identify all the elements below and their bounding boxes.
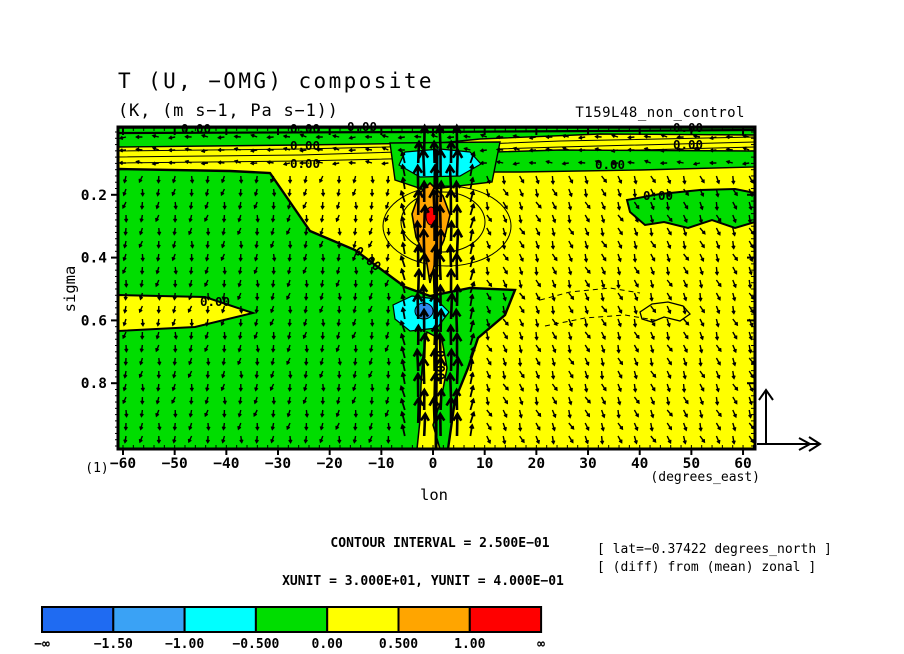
contour-plot-area: 0.00 0.00 0.000.000.000.000.000.000.000.00… — [116, 119, 757, 451]
colorbar: −∞ −1.50 −1.00 −0.500 0.00 0.500 1.00 ∞ — [34, 606, 545, 652]
svg-text:∞: ∞ — [537, 637, 545, 652]
svg-text:0: 0 — [429, 456, 438, 472]
svg-text:−30: −30 — [265, 456, 291, 472]
svg-text:−60: −60 — [110, 456, 136, 472]
diff-note: [ (diff) from (mean) zonal ] — [597, 560, 816, 575]
svg-text:0.6: 0.6 — [81, 313, 107, 329]
svg-text:−∞: −∞ — [34, 637, 50, 652]
svg-text:0.8: 0.8 — [81, 376, 107, 392]
svg-text:0.00: 0.00 — [312, 637, 343, 652]
x-axis-unit-label: (degrees_east) — [650, 470, 760, 485]
reference-vectors — [757, 388, 822, 452]
svg-text:40: 40 — [631, 456, 648, 472]
svg-text:50: 50 — [683, 456, 700, 472]
svg-text:0.00: 0.00 — [200, 294, 230, 309]
svg-text:1.00: 1.00 — [454, 637, 485, 652]
svg-text:−20: −20 — [317, 456, 343, 472]
svg-text:−0.500: −0.500 — [232, 637, 279, 652]
figure-subtitle: (K, (m s−1, Pa s−1)) — [118, 101, 339, 121]
x-axis-label: lon — [420, 486, 448, 504]
svg-text:0.00: 0.00 — [290, 138, 320, 153]
y-axis-label: sigma — [61, 266, 79, 313]
svg-text:−10: −10 — [368, 456, 394, 472]
svg-text:0.500: 0.500 — [379, 637, 418, 652]
y-axis-origin-label: (1) — [85, 461, 108, 476]
svg-text:30: 30 — [579, 456, 596, 472]
svg-text:0.4: 0.4 — [81, 251, 107, 267]
figure-title: T (U, −OMG) composite — [118, 69, 434, 93]
units-note: XUNIT = 3.000E+01, YUNIT = 4.000E−01 — [282, 574, 564, 589]
svg-text:0.2: 0.2 — [81, 188, 107, 204]
svg-text:20: 20 — [528, 456, 545, 472]
svg-text:−40: −40 — [213, 456, 239, 472]
svg-text:−50: −50 — [162, 456, 188, 472]
svg-text:60: 60 — [734, 456, 751, 472]
svg-text:−1.50: −1.50 — [94, 637, 133, 652]
experiment-label: T159L48_non_control — [575, 105, 745, 121]
latitude-note: [ lat=−0.37422 degrees_north ] — [597, 542, 832, 557]
contour-interval-note: CONTOUR INTERVAL = 2.500E−01 — [330, 536, 549, 551]
svg-text:10: 10 — [476, 456, 493, 472]
svg-text:0.00: 0.00 — [595, 157, 625, 172]
svg-text:−1.00: −1.00 — [165, 637, 204, 652]
tick-marks: −60 −50 −40 −30 −20 −10 0 10 20 30 40 50 60 0.2 0.4 0.6… — [81, 127, 755, 472]
svg-text:0.00: 0.00 — [643, 188, 673, 203]
